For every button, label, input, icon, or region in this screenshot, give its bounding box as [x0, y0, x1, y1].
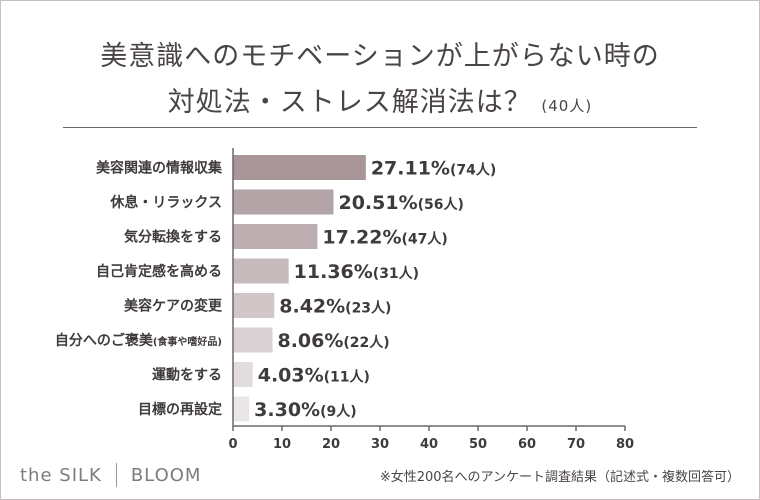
category-label-main: 休息・リラックス: [109, 194, 222, 211]
value-label: 11.36%(31人): [294, 261, 419, 283]
brand-separator: [115, 463, 117, 487]
value-count: (47人): [402, 231, 448, 248]
value-count: (11人): [324, 369, 370, 386]
survey-footnote: ※女性200名へのアンケート調査結果（記述式・複数回答可）: [379, 470, 740, 485]
x-tick-label: 30: [371, 437, 389, 452]
value-percent: 8.06%: [277, 330, 343, 352]
category-label: 運動をする: [152, 367, 222, 384]
x-tick-label: 50: [469, 437, 487, 452]
brand-left: the SILK: [20, 464, 102, 486]
bar-chart: 美容関連の情報収集 27.11%(74人) 休息・リラックス 20.51%(56人) 気…: [55, 148, 634, 452]
category-label: 自分へのご褒美(食事や嗜好品): [55, 332, 222, 349]
category-label: 自己肯定感を高める: [96, 263, 222, 280]
category-label: 目標の再設定: [138, 401, 222, 418]
value-count: (23人): [345, 300, 391, 317]
x-tick-label: 70: [567, 437, 585, 452]
x-tick-label: 80: [616, 437, 634, 452]
bar: [233, 155, 366, 180]
value-count: (31人): [373, 265, 419, 282]
bar: [233, 293, 275, 318]
bar: [233, 258, 289, 284]
category-label-main: 美容関連の情報収集: [96, 160, 223, 177]
value-label: 20.51%(56人): [338, 192, 463, 214]
title-divider: [63, 127, 697, 128]
value-count: (74人): [450, 162, 496, 179]
category-label-main: 気分転換をする: [124, 229, 222, 246]
x-tick-label: 10: [273, 437, 291, 452]
bar: [233, 327, 273, 353]
category-label: 美容関連の情報収集: [96, 160, 223, 177]
x-tick-label: 40: [420, 437, 438, 452]
category-label-main: 自分へのご褒美: [55, 332, 154, 349]
bar: [233, 189, 334, 215]
value-count: (22人): [343, 334, 389, 351]
value-label: 3.30%(9人): [254, 399, 356, 421]
category-label: 美容ケアの変更: [124, 298, 223, 315]
value-label: 8.06%(22人): [277, 330, 389, 352]
value-label: 4.03%(11人): [258, 365, 370, 387]
value-percent: 17.22%: [322, 227, 401, 249]
x-tick-label: 60: [518, 437, 536, 452]
category-label-main: 自己肯定感を高める: [96, 263, 222, 280]
bar: [233, 396, 250, 422]
value-percent: 20.51%: [338, 192, 417, 214]
category-label: 気分転換をする: [124, 229, 222, 246]
value-percent: 11.36%: [294, 261, 373, 283]
x-tick-label: 0: [228, 437, 237, 452]
bar: [233, 362, 253, 387]
value-count: (56人): [418, 196, 464, 213]
chart-title-line1: 美意識へのモチベーションが上がらない時の: [0, 34, 760, 73]
title-line2-text: 対処法・ストレス解消法は？: [167, 87, 532, 118]
category-label-main: 美容ケアの変更: [124, 298, 223, 315]
value-percent: 3.30%: [254, 399, 320, 421]
category-label-sub: (食事や嗜好品): [153, 335, 222, 348]
bar: [233, 224, 318, 249]
value-label: 8.42%(23人): [279, 296, 391, 318]
brand-right: BLOOM: [130, 464, 202, 486]
value-count: (9人): [320, 403, 357, 420]
x-tick-label: 20: [322, 437, 340, 452]
title-line1-text: 美意識へのモチベーションが上がらない時の: [100, 41, 660, 72]
brand-logo: the SILK BLOOM: [20, 463, 201, 487]
category-label: 休息・リラックス: [109, 194, 222, 211]
value-label: 17.22%(47人): [322, 227, 447, 249]
respondents-note: (40人): [541, 97, 593, 115]
category-label-main: 運動をする: [152, 367, 222, 384]
value-label: 27.11%(74人): [371, 158, 496, 180]
chart-title-line2: 対処法・ストレス解消法は？ (40人): [0, 80, 760, 119]
category-label-main: 目標の再設定: [138, 401, 222, 418]
value-percent: 27.11%: [371, 158, 450, 180]
value-percent: 4.03%: [258, 365, 324, 387]
value-percent: 8.42%: [279, 296, 345, 318]
